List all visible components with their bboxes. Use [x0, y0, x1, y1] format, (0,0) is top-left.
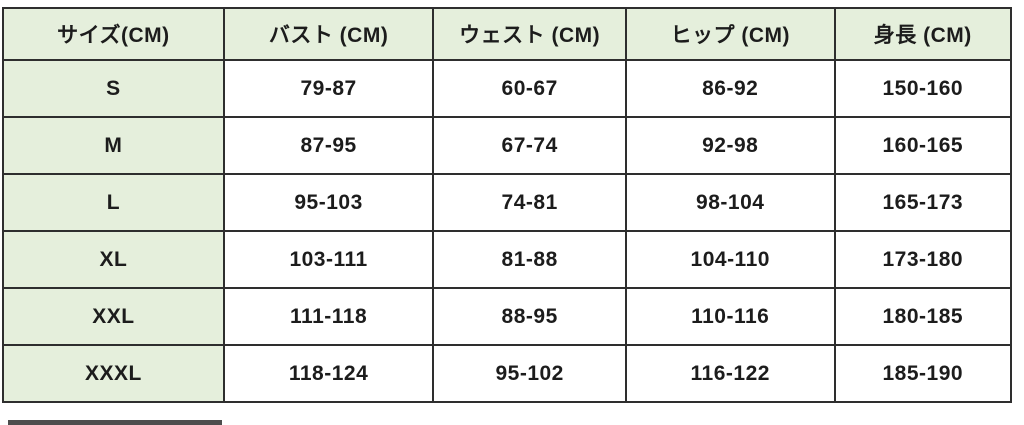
cell-waist: 74-81	[432, 173, 627, 232]
cropped-next-row-edge	[8, 420, 222, 425]
table-row-s: S 79-87 60-67 86-92 150-160	[2, 59, 1013, 118]
table-row-xl: XL 103-111 81-88 104-110 173-180	[2, 230, 1013, 289]
header-bust: バスト (CM)	[222, 7, 435, 61]
header-waist: ウェスト (CM)	[432, 7, 627, 61]
cell-hip: 86-92	[624, 59, 836, 118]
cell-size: XL	[2, 230, 225, 289]
cell-waist: 67-74	[432, 116, 627, 175]
cell-size: XXXL	[2, 344, 225, 403]
cell-size: L	[2, 173, 225, 232]
cell-size: M	[2, 116, 225, 175]
cell-height: 185-190	[833, 344, 1013, 403]
cell-height: 150-160	[833, 59, 1013, 118]
cell-bust: 87-95	[222, 116, 435, 175]
table-row-l: L 95-103 74-81 98-104 165-173	[2, 173, 1013, 232]
size-chart-table: サイズ(CM) バスト (CM) ウェスト (CM) ヒップ (CM) 身長 (…	[2, 7, 1013, 403]
cell-height: 160-165	[833, 116, 1013, 175]
cell-hip: 104-110	[624, 230, 836, 289]
cell-bust: 79-87	[222, 59, 435, 118]
cell-height: 165-173	[833, 173, 1013, 232]
cell-bust: 103-111	[222, 230, 435, 289]
table-row-m: M 87-95 67-74 92-98 160-165	[2, 116, 1013, 175]
cell-height: 173-180	[833, 230, 1013, 289]
cell-size: XXL	[2, 287, 225, 346]
cell-bust: 95-103	[222, 173, 435, 232]
cell-size: S	[2, 59, 225, 118]
table-row-xxxl: XXXL 118-124 95-102 116-122 185-190	[2, 344, 1013, 403]
cell-hip: 98-104	[624, 173, 836, 232]
header-size: サイズ(CM)	[2, 7, 225, 61]
cell-hip: 92-98	[624, 116, 836, 175]
cell-bust: 111-118	[222, 287, 435, 346]
cell-height: 180-185	[833, 287, 1013, 346]
header-height: 身長 (CM)	[833, 7, 1013, 61]
header-row: サイズ(CM) バスト (CM) ウェスト (CM) ヒップ (CM) 身長 (…	[2, 7, 1013, 61]
cell-bust: 118-124	[222, 344, 435, 403]
cell-waist: 95-102	[432, 344, 627, 403]
table-row-xxl: XXL 111-118 88-95 110-116 180-185	[2, 287, 1013, 346]
cell-waist: 81-88	[432, 230, 627, 289]
cell-hip: 110-116	[624, 287, 836, 346]
cell-waist: 60-67	[432, 59, 627, 118]
cell-waist: 88-95	[432, 287, 627, 346]
header-hip: ヒップ (CM)	[624, 7, 836, 61]
cell-hip: 116-122	[624, 344, 836, 403]
